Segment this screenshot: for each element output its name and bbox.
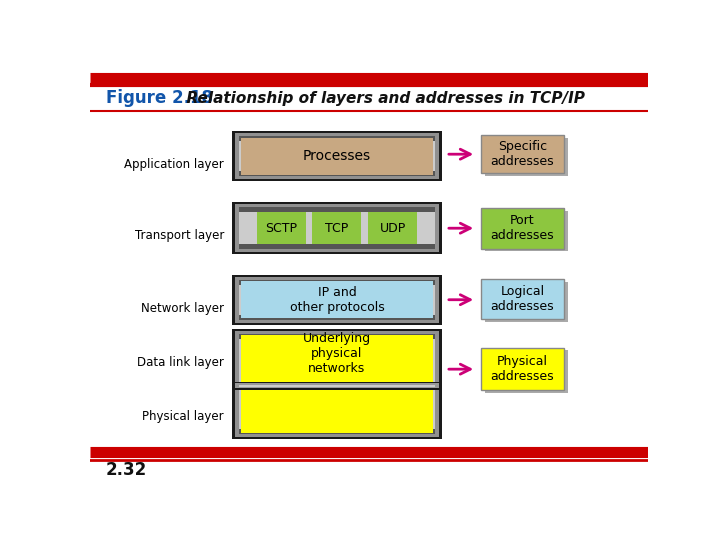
Text: SCTP: SCTP: [265, 221, 297, 234]
Bar: [239, 315, 435, 320]
Bar: [481, 279, 564, 319]
Text: UDP: UDP: [379, 221, 406, 234]
Text: Figure 2.18: Figure 2.18: [106, 89, 212, 107]
Bar: [239, 136, 435, 141]
Bar: [481, 348, 564, 390]
Text: Processes: Processes: [303, 149, 371, 163]
Bar: [239, 207, 435, 249]
Text: 2.32: 2.32: [106, 461, 147, 479]
Text: Logical
addresses: Logical addresses: [490, 285, 554, 313]
Bar: [481, 136, 564, 173]
Text: Application layer: Application layer: [124, 158, 224, 171]
Bar: [235, 383, 438, 388]
Text: TCP: TCP: [325, 221, 348, 234]
Bar: [312, 212, 361, 244]
Bar: [235, 331, 438, 437]
Bar: [239, 280, 435, 285]
Bar: [485, 350, 568, 393]
Bar: [239, 244, 435, 249]
Bar: [233, 202, 441, 254]
Bar: [368, 212, 418, 244]
Bar: [233, 329, 441, 439]
Text: Physical
addresses: Physical addresses: [490, 355, 554, 383]
Text: Relationship of layers and addresses in TCP/IP: Relationship of layers and addresses in …: [176, 91, 585, 105]
Text: Specific
addresses: Specific addresses: [490, 140, 554, 168]
Bar: [256, 212, 306, 244]
Bar: [239, 334, 435, 434]
Text: Underlying
physical
networks: Underlying physical networks: [303, 332, 371, 375]
Bar: [239, 280, 435, 320]
Bar: [485, 282, 568, 322]
Text: IP and
other protocols: IP and other protocols: [289, 286, 384, 314]
Text: Data link layer: Data link layer: [137, 356, 224, 369]
Bar: [240, 138, 433, 175]
Text: Port
addresses: Port addresses: [490, 214, 554, 242]
Bar: [235, 277, 438, 322]
Bar: [239, 171, 435, 176]
Bar: [233, 382, 441, 389]
Bar: [240, 281, 433, 319]
Text: Transport layer: Transport layer: [135, 229, 224, 242]
Bar: [239, 334, 435, 339]
Bar: [239, 207, 435, 212]
Bar: [239, 136, 435, 176]
Bar: [239, 429, 435, 434]
Bar: [485, 211, 568, 252]
Bar: [485, 138, 568, 176]
Bar: [235, 133, 438, 179]
Bar: [233, 131, 441, 181]
Bar: [239, 384, 435, 387]
Text: Network layer: Network layer: [141, 301, 224, 314]
Text: Physical layer: Physical layer: [143, 410, 224, 423]
Bar: [481, 208, 564, 248]
Bar: [235, 204, 438, 252]
Bar: [233, 275, 441, 325]
Bar: [240, 335, 433, 433]
